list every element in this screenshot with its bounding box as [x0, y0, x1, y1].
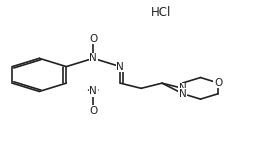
- Text: O: O: [214, 78, 222, 88]
- Text: N: N: [179, 83, 187, 93]
- Text: O: O: [89, 34, 97, 44]
- Text: N: N: [89, 53, 97, 63]
- Text: N: N: [116, 62, 124, 72]
- Text: N: N: [89, 86, 97, 96]
- Text: N: N: [179, 89, 187, 99]
- Text: HCl: HCl: [151, 6, 172, 19]
- Text: O: O: [89, 106, 97, 116]
